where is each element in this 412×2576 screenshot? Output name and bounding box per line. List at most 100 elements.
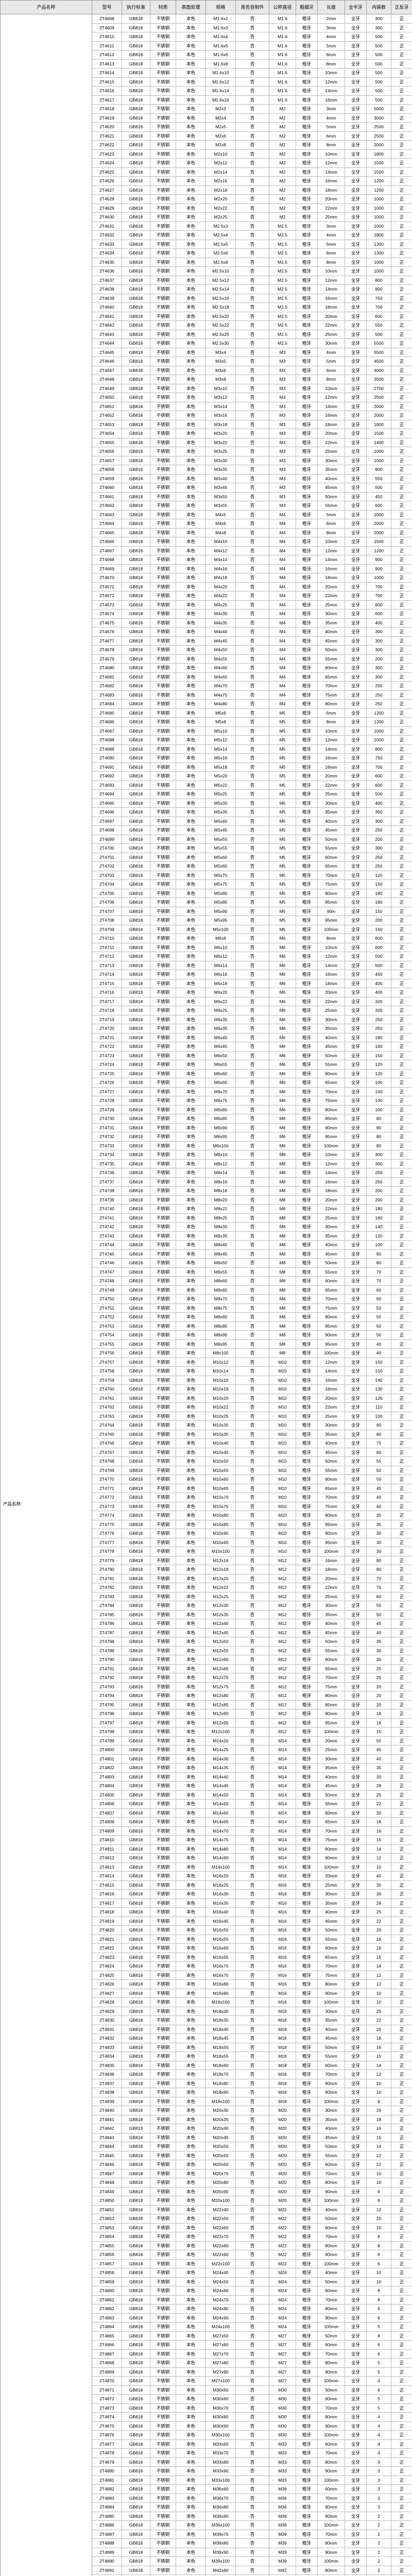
cell-nominal-diameter[interactable]: M22 [269, 2232, 296, 2242]
cell-model[interactable]: 2T4618 [92, 104, 122, 114]
cell-thread-direction[interactable]: 正 [391, 1925, 412, 1935]
cell-thread-coverage[interactable]: 全牙 [345, 1303, 367, 1313]
cell-self-made[interactable]: 否 [235, 681, 269, 691]
cell-thread-coverage[interactable]: 全牙 [345, 744, 367, 754]
cell-nominal-diameter[interactable]: M10 [269, 1501, 296, 1511]
cell-length[interactable]: 35mm [317, 465, 345, 474]
cell-model[interactable]: 2T4633 [92, 239, 122, 249]
table-row[interactable]: 2T4848 GB818 不锈钢 本色 M20x80 否 M20 粗牙 80mm 全牙 10 正 [0, 2178, 412, 2188]
cell-standard[interactable]: GB818 [122, 1916, 150, 1926]
cell-surface[interactable]: 本色 [176, 1339, 206, 1349]
cell-pack-quantity[interactable]: 3 [366, 2484, 391, 2494]
cell-thread-coverage[interactable]: 全牙 [345, 988, 367, 997]
cell-thread-direction[interactable]: 正 [391, 1709, 412, 1719]
cell-thread-pitch[interactable]: 粗牙 [296, 1276, 318, 1286]
cell-standard[interactable]: GB818 [122, 1808, 150, 1818]
cell-product-name[interactable] [0, 591, 92, 600]
cell-thread-coverage[interactable]: 全牙 [345, 2223, 367, 2232]
cell-thread-direction[interactable]: 正 [391, 681, 412, 691]
cell-self-made[interactable]: 否 [235, 726, 269, 736]
cell-self-made[interactable]: 否 [235, 2250, 269, 2260]
cell-standard[interactable]: GB818 [122, 2178, 150, 2188]
cell-pack-quantity[interactable]: 400 [366, 618, 391, 628]
cell-standard[interactable]: GB818 [122, 1898, 150, 1908]
cell-thread-coverage[interactable]: 全牙 [345, 1519, 367, 1529]
cell-nominal-diameter[interactable]: M5 [269, 798, 296, 808]
cell-thread-direction[interactable]: 正 [391, 393, 412, 402]
cell-product-name[interactable] [0, 1772, 92, 1782]
cell-thread-direction[interactable]: 正 [391, 365, 412, 375]
cell-surface[interactable]: 本色 [176, 2439, 206, 2449]
cell-nominal-diameter[interactable]: M2.5 [269, 320, 296, 330]
cell-nominal-diameter[interactable]: M5 [269, 735, 296, 745]
cell-thread-direction[interactable]: 正 [391, 582, 412, 591]
cell-thread-coverage[interactable]: 全牙 [345, 375, 367, 384]
cell-surface[interactable]: 本色 [176, 519, 206, 529]
cell-material[interactable]: 不锈钢 [150, 465, 176, 474]
cell-surface[interactable]: 本色 [176, 663, 206, 673]
cell-spec[interactable]: M8x95 [205, 1339, 236, 1349]
cell-pack-quantity[interactable]: 1000 [366, 212, 391, 222]
cell-nominal-diameter[interactable]: M18 [269, 2033, 296, 2043]
cell-thread-coverage[interactable]: 全牙 [345, 771, 367, 781]
cell-surface[interactable]: 本色 [176, 284, 206, 294]
cell-standard[interactable]: GB818 [122, 1393, 150, 1403]
cell-thread-pitch[interactable]: 粗牙 [296, 2070, 318, 2079]
cell-nominal-diameter[interactable]: M8 [269, 1186, 296, 1196]
cell-material[interactable]: 不锈钢 [150, 1249, 176, 1259]
cell-material[interactable]: 不锈钢 [150, 1601, 176, 1611]
cell-thread-pitch[interactable]: 粗牙 [296, 1321, 318, 1331]
cell-model[interactable]: 2T4758 [92, 1366, 122, 1376]
cell-product-name[interactable] [0, 2088, 92, 2097]
table-row[interactable]: 2T4861 GB818 不锈钢 本色 M24x70 否 M24 粗牙 70mm 全牙 8 正 [0, 2295, 412, 2304]
cell-standard[interactable]: GB818 [122, 2187, 150, 2196]
cell-model[interactable]: 2T4779 [92, 1555, 122, 1565]
table-row[interactable]: 2T4838 GB818 不锈钢 本色 M18x90 否 M18 粗牙 90mm 全牙 10 正 [0, 2088, 412, 2097]
cell-nominal-diameter[interactable]: M22 [269, 2259, 296, 2268]
cell-nominal-diameter[interactable]: M8 [269, 1321, 296, 1331]
cell-standard[interactable]: GB818 [122, 825, 150, 835]
cell-thread-direction[interactable]: 正 [391, 1555, 412, 1565]
cell-product-name[interactable] [0, 1736, 92, 1745]
cell-product-name[interactable] [0, 1024, 92, 1033]
cell-length[interactable]: 14mm [317, 960, 345, 970]
cell-surface[interactable]: 本色 [176, 2132, 206, 2142]
cell-standard[interactable]: GB818 [122, 86, 150, 96]
cell-nominal-diameter[interactable]: M10 [269, 1456, 296, 1466]
cell-self-made[interactable]: 否 [235, 167, 269, 177]
cell-surface[interactable]: 本色 [176, 2565, 206, 2575]
cell-pack-quantity[interactable]: 22 [366, 1799, 391, 1809]
cell-model[interactable]: 2T4719 [92, 1014, 122, 1024]
cell-spec[interactable]: M4x40 [205, 627, 236, 637]
cell-pack-quantity[interactable]: 40 [366, 1871, 391, 1881]
cell-material[interactable]: 不锈钢 [150, 1565, 176, 1574]
cell-thread-pitch[interactable]: 粗牙 [296, 762, 318, 772]
cell-thread-coverage[interactable]: 全牙 [345, 1601, 367, 1611]
cell-material[interactable]: 不锈钢 [150, 2268, 176, 2278]
cell-thread-coverage[interactable]: 全牙 [345, 1709, 367, 1719]
cell-material[interactable]: 不锈钢 [150, 2078, 176, 2088]
cell-pack-quantity[interactable]: 25 [366, 1907, 391, 1917]
cell-thread-pitch[interactable]: 粗牙 [296, 1213, 318, 1223]
table-row[interactable]: 2T4872 GB818 不锈钢 本色 M30x60 否 M30 粗牙 60mm 全牙 5 正 [0, 2394, 412, 2404]
cell-pack-quantity[interactable]: 600 [366, 311, 391, 321]
cell-standard[interactable]: GB818 [122, 1330, 150, 1340]
cell-model[interactable]: 2T4710 [92, 934, 122, 943]
table-row[interactable]: 2T4868 GB818 不锈钢 本色 M27x80 否 M27 粗牙 80mm 全牙 5 正 [0, 2358, 412, 2368]
cell-standard[interactable]: GB818 [122, 2106, 150, 2115]
cell-material[interactable]: 不锈钢 [150, 419, 176, 429]
cell-self-made[interactable]: 否 [235, 1456, 269, 1466]
cell-model[interactable]: 2T4761 [92, 1393, 122, 1403]
cell-thread-pitch[interactable]: 粗牙 [296, 2313, 318, 2323]
cell-standard[interactable]: GB818 [122, 437, 150, 447]
cell-product-name[interactable] [0, 2394, 92, 2403]
cell-surface[interactable]: 本色 [176, 789, 206, 799]
table-row[interactable]: 2T4625 GB818 不锈钢 本色 M2x14 否 M2 粗牙 14mm 全牙 1500 正 [0, 167, 412, 177]
cell-pack-quantity[interactable]: 2 [366, 2565, 391, 2575]
cell-thread-coverage[interactable]: 全牙 [345, 2286, 367, 2296]
cell-material[interactable]: 不锈钢 [150, 1970, 176, 1980]
cell-surface[interactable]: 本色 [176, 2042, 206, 2052]
cell-thread-direction[interactable]: 正 [391, 176, 412, 186]
cell-surface[interactable]: 本色 [176, 2160, 206, 2170]
cell-standard[interactable]: GB818 [122, 2538, 150, 2548]
